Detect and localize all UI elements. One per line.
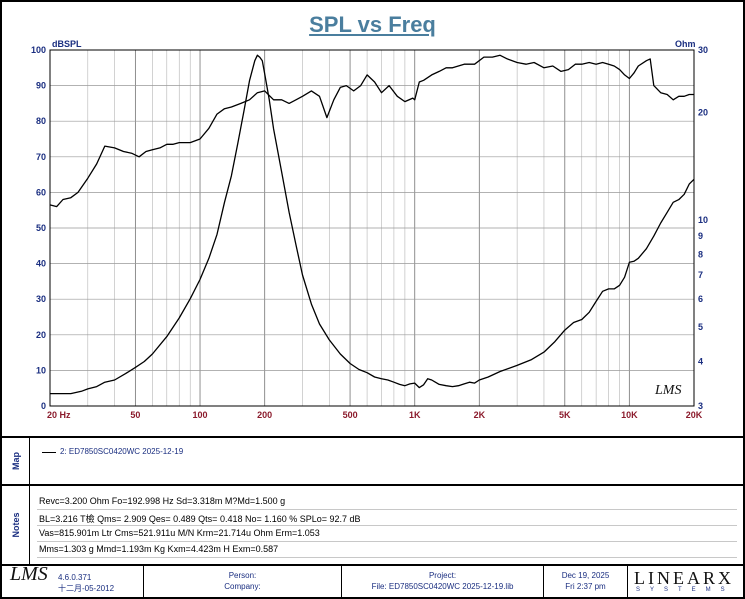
right-tick-label: 5 [698,322,703,332]
right-axis: 3 4 5 6 7 8 9 10 20 30 [698,45,708,411]
note-line-4: Mms=1.303 g Mmd=1.193m Kg Kxm=4.423m H E… [39,544,279,554]
left-tick-label: 80 [36,116,46,126]
x-tick-label: 5K [559,410,571,420]
left-tick-label: 70 [36,152,46,162]
footer-bar: LMS 4.6.0.371 十二月-05-2012 Person: Compan… [2,563,743,597]
curves [49,54,695,395]
x-tick-label: 20 Hz [47,410,71,420]
footer-version-cell: LMS 4.6.0.371 十二月-05-2012 [2,563,144,597]
footer-person-cell: Person: Company: [144,566,342,597]
left-tick-label: 0 [41,401,46,411]
footer-project-cell: Project: File: ED7850SC0420WC 2025-12-19… [342,566,544,597]
spl-chart: 0 10 20 30 40 50 60 70 80 90 100 3 4 5 6 7 8 9 10 20 30 20 … [31,45,708,420]
major-grid [49,49,695,407]
left-tick-label: 50 [36,223,46,233]
right-tick-label: 8 [698,249,703,259]
note-rule [37,541,737,542]
note-line-2: BL=3.216 T檢 Qms= 2.909 Qes= 0.489 Qts= 0… [39,514,361,524]
right-tick-label: 6 [698,294,703,304]
notes-panel: Notes Revc=3.200 Ohm Fo=192.998 Hz Sd=3.… [2,486,743,566]
map-panel: Map 2: ED7850SC0420WC 2025-12-19 [2,436,743,486]
right-tick-label: 20 [698,108,708,118]
version-date: 十二月-05-2012 [58,584,115,593]
person-label: Person: [228,571,257,580]
notes-side-label: Notes [2,486,30,564]
x-tick-label: 500 [343,410,358,420]
note-line-3: Vas=815.901m Ltr Cms=521.911u M/N Krm=21… [39,528,320,538]
footer-time: Fri 2:37 pm [565,582,606,591]
project-file: File: ED7850SC0420WC 2025-12-19.lib [371,582,514,591]
left-axis: 0 10 20 30 40 50 60 70 80 90 100 [31,45,46,411]
notes-label: Notes [10,512,21,538]
left-axis-unit: dBSPL [52,39,82,49]
company-label: Company: [224,582,261,591]
lms-logo: LMS [10,563,48,585]
note-rule [37,509,737,510]
x-tick-label: 20K [686,410,703,420]
spl-curve [49,54,694,208]
chart-title: SPL vs Freq [309,12,436,37]
left-tick-label: 10 [36,365,46,375]
left-tick-label: 100 [31,45,46,55]
right-tick-label: 10 [698,215,708,225]
right-axis-unit: Ohm [675,39,696,49]
left-tick-label: 90 [36,81,46,91]
note-line-1: Revc=3.200 Ohm Fo=192.998 Hz Sd=3.318m M… [39,496,286,506]
x-axis: 20 Hz 50 100 200 500 1K 2K 5K 10K 20K [47,410,703,420]
lms-watermark: LMS [655,383,682,398]
footer-date-cell: Dec 19, 2025 Fri 2:37 pm [544,566,628,597]
version-info: 4.6.0.371 十二月-05-2012 [58,572,114,594]
project-label: Project: [428,571,457,580]
left-tick-label: 60 [36,187,46,197]
x-tick-label: 2K [474,410,486,420]
left-tick-label: 40 [36,259,46,269]
footer-date: Dec 19, 2025 [561,571,610,580]
linearx-systems-text: SYSTEMS [636,587,735,593]
x-tick-label: 200 [257,410,272,420]
left-tick-label: 30 [36,294,46,304]
x-tick-label: 50 [130,410,140,420]
map-label: Map [10,452,21,470]
right-tick-label: 30 [698,45,708,55]
x-tick-label: 100 [193,410,208,420]
legend-entry[interactable]: 2: ED7850SC0420WC 2025-12-19 [60,447,184,456]
right-tick-label: 3 [698,401,703,411]
note-rule [37,557,737,558]
version-number: 4.6.0.371 [58,573,92,582]
linearx-logo: LINEARX [634,568,734,588]
note-rule [37,525,737,526]
x-tick-label: 10K [621,410,638,420]
plot-border [49,49,695,407]
map-side-label: Map [2,438,30,484]
right-tick-label: 9 [698,231,703,241]
impedance-curve [50,54,695,395]
left-tick-label: 20 [36,330,46,340]
legend-swatch [42,452,56,453]
right-tick-label: 7 [698,270,703,280]
right-tick-label: 4 [698,357,703,367]
x-tick-label: 1K [409,410,421,420]
